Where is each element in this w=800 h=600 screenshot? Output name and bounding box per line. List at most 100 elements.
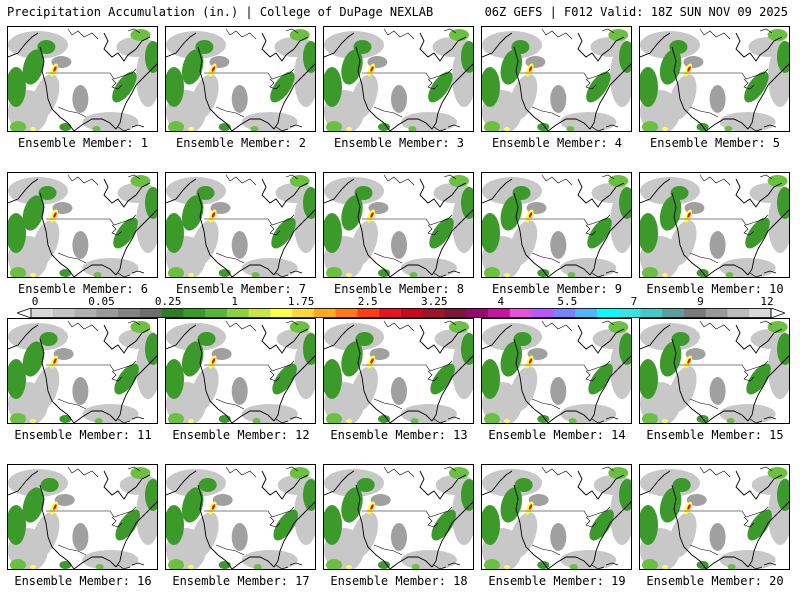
precip-green-northwest xyxy=(341,487,363,523)
member-label: Ensemble Member: 12 xyxy=(172,428,310,442)
east-coastline xyxy=(115,355,157,422)
precip-green-northwest xyxy=(181,487,204,523)
precip-green-mexico xyxy=(59,561,72,569)
gulf-coastline xyxy=(705,410,749,423)
precip-gray-rockies xyxy=(528,494,549,506)
colorbar-swatch xyxy=(640,308,663,318)
precip-green-mexico xyxy=(59,123,72,131)
precip-green-quebec xyxy=(289,175,310,187)
gulf-coastline xyxy=(73,118,117,131)
colorbar-swatch xyxy=(531,308,554,318)
hudson-bay-coastline xyxy=(261,324,309,354)
precip-green-northwest xyxy=(181,49,204,85)
precip-map-svg xyxy=(640,28,789,131)
precip-gray-west xyxy=(509,366,538,412)
precip-map-svg xyxy=(166,28,315,131)
caribbean-islands xyxy=(433,416,461,423)
precip-map-svg xyxy=(640,174,789,277)
precip-green-maritimes xyxy=(461,479,473,511)
precip-green-east xyxy=(747,509,772,541)
precip-gray-plains xyxy=(231,523,248,551)
precip-gray-west xyxy=(668,220,697,266)
precip-green-northwest xyxy=(341,195,363,231)
precip-green-quebec xyxy=(767,29,788,41)
precip-gray-west xyxy=(190,366,219,412)
member-label: Ensemble Member: 11 xyxy=(14,428,152,442)
us-mexico-border xyxy=(689,252,719,264)
ensemble-map xyxy=(165,172,316,278)
colorbar-swatch xyxy=(52,308,75,318)
colorbar-tick-label: 5.5 xyxy=(557,295,578,308)
colorbar-swatch xyxy=(618,308,641,318)
ensemble-map xyxy=(165,26,316,132)
precip-yellow-south xyxy=(504,419,510,423)
us-canada-border xyxy=(678,360,769,372)
precip-green-bc xyxy=(513,332,532,346)
west-coastline xyxy=(482,178,549,277)
west-coastline xyxy=(8,178,75,277)
arctic-islands xyxy=(541,320,615,332)
precip-yellow-south xyxy=(30,127,36,131)
precip-green-quebec xyxy=(289,29,310,41)
us-mexico-border xyxy=(373,544,403,556)
arctic-islands xyxy=(383,320,457,332)
precip-green-pacific xyxy=(482,213,500,253)
ensemble-map xyxy=(481,26,632,132)
precip-green-southwest xyxy=(326,559,342,569)
precip-green-southwest xyxy=(10,413,26,423)
us-mexico-border xyxy=(215,252,245,264)
precip-gray-plains xyxy=(391,85,407,113)
member-label: Ensemble Member: 15 xyxy=(646,428,784,442)
hudson-bay-coastline xyxy=(735,470,783,500)
precip-gray-gulf xyxy=(401,550,457,569)
precip-gray-gulf xyxy=(719,112,776,131)
colorbar-tick-label: 0.25 xyxy=(154,295,182,308)
ensemble-map xyxy=(7,464,158,570)
us-mexico-border xyxy=(215,544,245,556)
precip-map-svg xyxy=(324,466,473,569)
us-canada-border xyxy=(46,360,137,372)
arctic-islands xyxy=(225,320,299,332)
precip-gray-gulf xyxy=(719,550,776,569)
precip-green-south xyxy=(94,418,103,423)
colorbar-tick-label: 2.5 xyxy=(357,295,378,308)
west-coastline xyxy=(166,32,233,131)
colorbar-swatch xyxy=(683,308,707,318)
arctic-islands xyxy=(383,28,457,40)
member-label: Ensemble Member: 4 xyxy=(491,136,623,150)
west-coastline xyxy=(640,324,707,423)
east-coastline xyxy=(115,63,157,130)
precip-green-east xyxy=(273,509,298,541)
east-coastline xyxy=(431,63,473,130)
member-label: Ensemble Member: 8 xyxy=(333,282,465,296)
precip-gray-west xyxy=(190,512,219,558)
west-coastline xyxy=(166,324,233,423)
ensemble-map xyxy=(481,172,632,278)
us-canada-border xyxy=(46,506,137,518)
precip-green-pacific xyxy=(640,213,658,253)
precip-gray-gulf xyxy=(241,550,298,569)
precip-green-southwest xyxy=(484,121,500,131)
us-mexico-border xyxy=(57,544,87,556)
us-mexico-border xyxy=(531,106,561,118)
arctic-islands xyxy=(699,174,773,186)
precip-red-core xyxy=(687,66,691,72)
precip-yellow-south xyxy=(188,127,194,131)
us-canada-border xyxy=(520,506,611,518)
colorbar-swatch xyxy=(553,308,576,318)
precip-green-pacific xyxy=(324,67,342,107)
hudson-bay-coastline xyxy=(419,470,467,500)
east-coastline xyxy=(273,209,315,276)
precip-green-southwest xyxy=(642,267,658,277)
ensemble-map xyxy=(7,172,158,278)
precip-green-northwest xyxy=(500,341,523,377)
precip-yellow-south xyxy=(346,419,352,423)
precip-gray-plains xyxy=(550,231,567,259)
precip-green-maritimes xyxy=(619,41,631,73)
precip-green-quebec xyxy=(767,467,788,479)
precip-map-svg xyxy=(482,174,631,277)
precip-green-northwest xyxy=(341,49,363,85)
precip-gray-gulf xyxy=(241,404,298,423)
precip-yellow-south xyxy=(30,419,36,423)
precip-yellow-south xyxy=(346,565,352,569)
